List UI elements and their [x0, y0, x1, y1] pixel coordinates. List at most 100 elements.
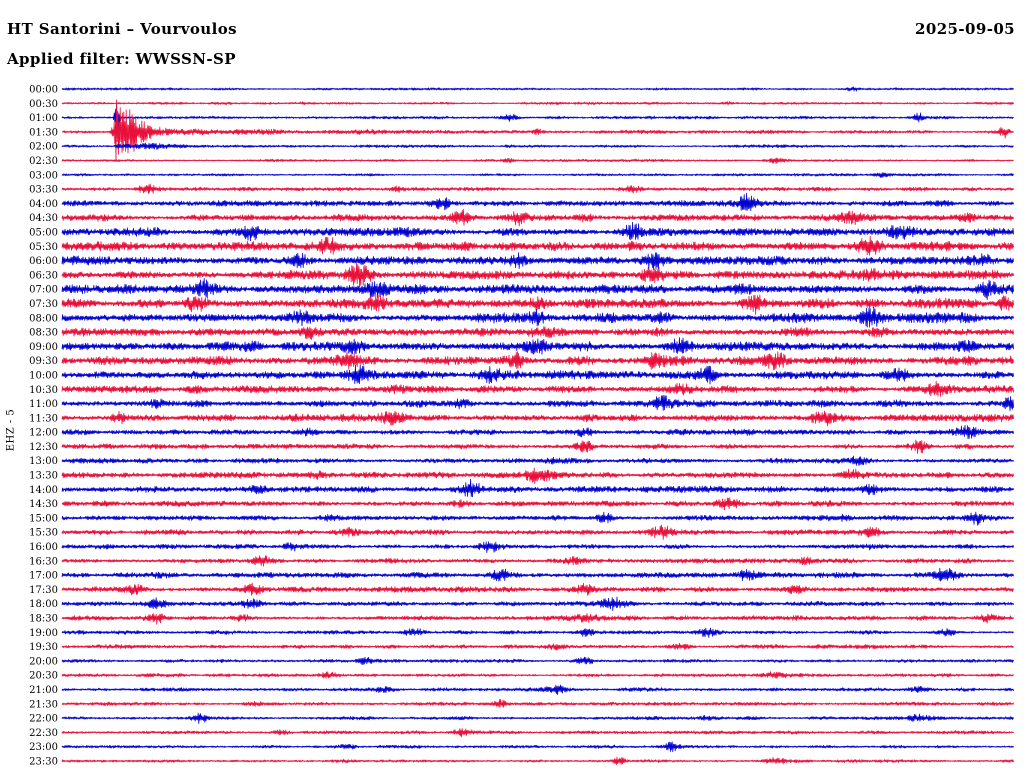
- time-label: 19:00: [29, 628, 58, 639]
- time-label: 05:30: [29, 242, 58, 253]
- seismogram-trace: [61, 741, 1014, 753]
- time-label: 09:30: [29, 356, 58, 367]
- time-label: 01:30: [29, 127, 58, 138]
- seismogram-trace: [61, 698, 1014, 708]
- time-label: 13:30: [29, 471, 58, 482]
- seismogram-trace: [61, 555, 1014, 567]
- time-label: 04:00: [29, 199, 58, 210]
- time-label: 12:00: [29, 428, 58, 439]
- time-label: 22:30: [29, 728, 58, 739]
- time-label: 15:30: [29, 528, 58, 539]
- time-label: 08:30: [29, 328, 58, 339]
- seismogram-trace: [61, 728, 1014, 738]
- time-label: 10:00: [29, 371, 58, 382]
- time-label: 08:00: [29, 313, 58, 324]
- seismogram-trace: [61, 394, 1014, 412]
- time-label: 12:30: [29, 442, 58, 453]
- station-title: HT Santorini – Vourvoulos: [7, 20, 237, 38]
- seismogram-trace: [61, 511, 1014, 526]
- time-label: 07:00: [29, 285, 58, 296]
- seismogram-trace: [61, 656, 1014, 666]
- seismogram-trace: [61, 326, 1014, 340]
- time-label: 16:30: [29, 556, 58, 567]
- time-label: 18:30: [29, 614, 58, 625]
- time-label: 11:00: [29, 399, 58, 410]
- time-label: 17:00: [29, 571, 58, 582]
- seismogram-trace: [61, 497, 1014, 511]
- time-label: 23:30: [29, 757, 58, 768]
- seismogram-trace: [61, 208, 1014, 227]
- time-label: 01:00: [29, 113, 58, 124]
- seismogram-trace: [61, 235, 1014, 256]
- seismogram-trace: [61, 99, 1014, 163]
- seismogram-trace: [61, 541, 1014, 553]
- time-label: 15:00: [29, 513, 58, 524]
- time-label: 02:00: [29, 142, 58, 153]
- time-label: 04:30: [29, 213, 58, 224]
- seismogram-trace: [61, 455, 1014, 466]
- seismogram-trace: [61, 582, 1014, 596]
- seismogram-trace: [61, 642, 1014, 651]
- seismogram-trace: [61, 101, 1014, 106]
- seismogram-trace: [61, 183, 1014, 195]
- time-label: 05:00: [29, 228, 58, 239]
- seismogram-trace: [61, 293, 1014, 315]
- time-label: 21:30: [29, 699, 58, 710]
- time-label: 06:00: [29, 256, 58, 267]
- seismogram-trace: [61, 337, 1014, 355]
- seismogram-trace: [61, 172, 1014, 178]
- time-label: 20:00: [29, 656, 58, 667]
- time-label: 20:30: [29, 671, 58, 682]
- seismogram-trace: [61, 142, 1014, 150]
- seismogram-trace: [61, 671, 1014, 679]
- time-label: 14:00: [29, 485, 58, 496]
- seismogram-trace: [61, 467, 1014, 485]
- seismogram-trace: [61, 278, 1014, 300]
- seismogram-trace: [61, 364, 1014, 385]
- seismogram-trace: [61, 252, 1014, 271]
- record-date: 2025-09-05: [915, 20, 1015, 38]
- time-label: 14:30: [29, 499, 58, 510]
- seismogram-trace: [61, 410, 1014, 427]
- time-label: 09:00: [29, 342, 58, 353]
- time-label: 00:00: [29, 85, 58, 96]
- seismogram-trace: [61, 439, 1014, 455]
- time-label: 17:30: [29, 585, 58, 596]
- seismogram-trace: [61, 524, 1014, 540]
- seismogram-trace: [61, 684, 1014, 695]
- seismogram-trace: [61, 424, 1014, 440]
- seismogram-trace: [61, 478, 1014, 498]
- time-label: 06:30: [29, 270, 58, 281]
- seismogram-trace: [61, 192, 1014, 212]
- seismogram-trace: [61, 712, 1014, 724]
- seismogram-trace: [61, 262, 1014, 288]
- time-label: 02:30: [29, 156, 58, 167]
- time-label: 07:30: [29, 299, 58, 310]
- time-label: 22:00: [29, 714, 58, 725]
- seismogram-trace: [61, 756, 1014, 766]
- time-label: 11:30: [29, 413, 58, 424]
- time-label: 03:00: [29, 170, 58, 181]
- seismogram-trace: [61, 104, 1014, 134]
- time-label: 13:00: [29, 456, 58, 467]
- time-label: 23:00: [29, 742, 58, 753]
- seismogram-trace: [61, 86, 1014, 92]
- seismogram-trace: [61, 351, 1014, 371]
- seismogram-trace: [61, 306, 1014, 328]
- time-label: 10:30: [29, 385, 58, 396]
- seismogram-trace: [61, 380, 1014, 397]
- time-label: 00:30: [29, 99, 58, 110]
- seismogram-trace: [61, 627, 1014, 638]
- applied-filter-label: Applied filter: WWSSN-SP: [7, 50, 236, 68]
- seismogram-trace: [61, 596, 1014, 611]
- time-label: 16:00: [29, 542, 58, 553]
- seismogram-trace: [61, 613, 1014, 625]
- time-label: 21:00: [29, 685, 58, 696]
- time-label: 03:30: [29, 185, 58, 196]
- time-label: 19:30: [29, 642, 58, 653]
- seismogram-trace: [61, 567, 1014, 582]
- seismogram-trace: [61, 221, 1014, 242]
- time-label: 18:00: [29, 599, 58, 610]
